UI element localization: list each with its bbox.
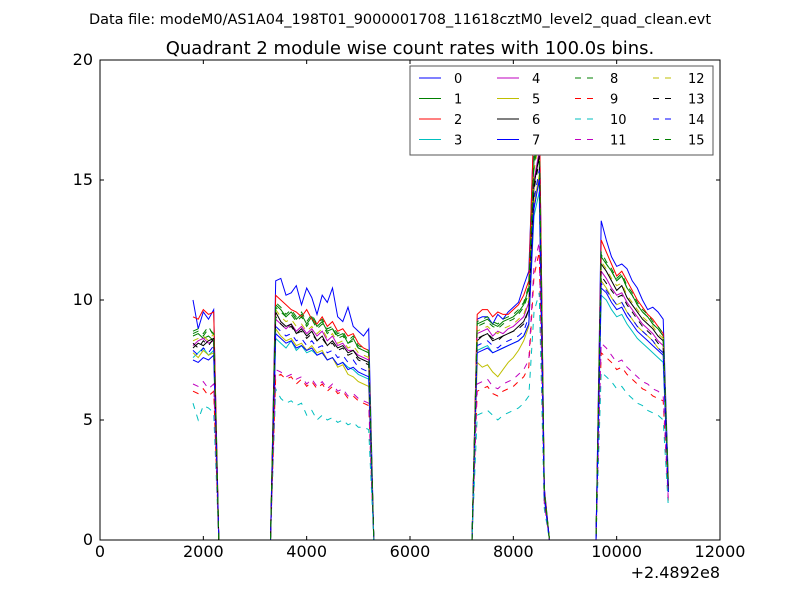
data-file-label: Data file: modeM0/AS1A04_198T01_90000017… <box>89 12 711 28</box>
legend-label-7: 7 <box>532 134 540 149</box>
legend-label-1: 1 <box>454 93 462 108</box>
legend-label-5: 5 <box>532 93 540 108</box>
chart-title: Quadrant 2 module wise count rates with … <box>166 38 655 59</box>
legend-label-6: 6 <box>532 113 540 128</box>
legend-label-2: 2 <box>454 113 462 128</box>
series-line-15 <box>192 136 669 541</box>
y-tick-label: 20 <box>73 50 93 69</box>
legend-label-15: 15 <box>688 134 705 149</box>
x-offset-label: +2.4892e8 <box>631 563 720 582</box>
x-tick-label: 8000 <box>493 542 534 561</box>
legend-label-4: 4 <box>532 72 540 87</box>
x-tick-label: 4000 <box>286 542 327 561</box>
legend-label-12: 12 <box>688 72 705 87</box>
legend-label-3: 3 <box>454 134 462 149</box>
x-tick-label: 2000 <box>183 542 224 561</box>
legend-label-9: 9 <box>610 93 618 108</box>
legend-label-0: 0 <box>454 72 462 87</box>
legend-label-11: 11 <box>610 134 627 149</box>
y-tick-label: 5 <box>83 410 93 429</box>
y-tick-label: 10 <box>73 290 93 309</box>
legend-label-14: 14 <box>688 113 705 128</box>
legend-box <box>409 65 714 156</box>
series-line-11 <box>192 242 669 541</box>
y-tick-label: 15 <box>73 170 93 189</box>
x-tick-label: 10000 <box>591 542 642 561</box>
x-tick-label: 0 <box>95 542 105 561</box>
legend-label-10: 10 <box>610 113 627 128</box>
y-tick-label: 0 <box>83 530 93 549</box>
x-tick-label: 6000 <box>390 542 431 561</box>
legend-label-13: 13 <box>688 93 705 108</box>
x-tick-label: 12000 <box>695 542 746 561</box>
legend-label-8: 8 <box>610 72 618 87</box>
